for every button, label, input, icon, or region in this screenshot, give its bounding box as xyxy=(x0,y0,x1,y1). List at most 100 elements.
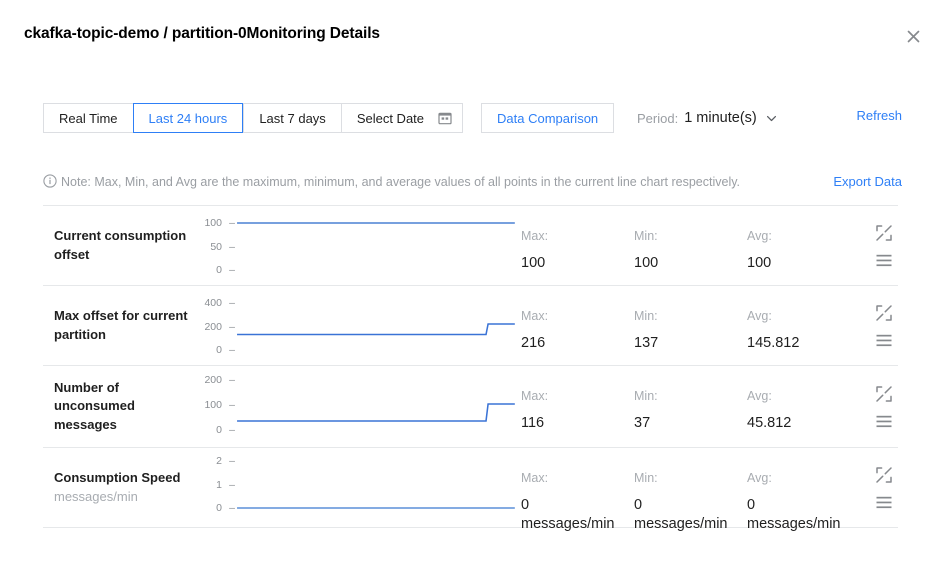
row-actions xyxy=(860,366,898,447)
tab-select-date[interactable]: Select Date xyxy=(340,103,464,133)
stat-avg-label: Avg: xyxy=(747,229,772,243)
stat-avg-number: 100 xyxy=(747,255,772,271)
stat-min-label: Min: xyxy=(634,389,658,403)
stat-avg-number: 45.812 xyxy=(747,415,792,431)
period-value[interactable]: 1 minute(s) xyxy=(684,110,757,126)
line-plot-svg xyxy=(237,323,515,336)
y-tick-label: 200 xyxy=(204,321,222,333)
period-selector[interactable]: Period: 1 minute(s) xyxy=(637,103,778,133)
export-data-button[interactable]: Export Data xyxy=(833,174,902,189)
stat-min-unit: messages/min xyxy=(634,516,728,532)
y-tick-label: 400 xyxy=(204,297,222,309)
stat-min-label: Min: xyxy=(634,471,658,485)
stat-avg: Avg: 45.812 xyxy=(747,366,860,447)
metric-row: Max offset for current partition 400– 20… xyxy=(43,286,898,366)
line-plot[interactable] xyxy=(235,286,521,365)
stat-max-number: 0 xyxy=(521,497,530,513)
metric-chart: 400– 200– 0– xyxy=(191,286,521,365)
stat-avg-label: Avg: xyxy=(747,471,772,485)
y-tick: 0– xyxy=(216,502,235,514)
stat-avg: Avg: 145.812 xyxy=(747,286,860,365)
y-tick: 100– xyxy=(204,217,235,229)
y-axis: 200– 100– 0– xyxy=(191,366,235,447)
stat-min-number: 137 xyxy=(634,335,659,351)
metric-chart: 100– 50– 0– xyxy=(191,206,521,285)
stat-min: Min: 0 messages/min xyxy=(634,448,747,532)
y-tick-label: 0 xyxy=(216,424,222,436)
line-plot[interactable] xyxy=(235,366,521,447)
metric-row: Current consumption offset 100– 50– 0– M… xyxy=(43,206,898,286)
tab-real-time[interactable]: Real Time xyxy=(43,103,133,133)
info-circle-icon xyxy=(43,174,57,188)
data-comparison-button[interactable]: Data Comparison xyxy=(481,103,615,133)
stat-max-value: 0 messages/min xyxy=(521,496,634,534)
tab-last-24-hours[interactable]: Last 24 hours xyxy=(132,103,244,133)
stat-min-value: 137 xyxy=(634,334,747,353)
line-plot-svg xyxy=(237,403,515,422)
stat-max: Max: 100 xyxy=(521,206,634,285)
metric-chart: 2– 1– 0– xyxy=(191,448,521,527)
stat-avg: Avg: 0 messages/min xyxy=(747,448,860,532)
menu-icon[interactable] xyxy=(876,334,892,347)
y-tick-label: 100 xyxy=(204,217,222,229)
stat-min: Min: 100 xyxy=(634,206,747,285)
line-plot[interactable] xyxy=(235,448,521,527)
note-row: Note: Max, Min, and Avg are the maximum,… xyxy=(0,173,941,193)
stat-avg: Avg: 100 xyxy=(747,206,860,285)
refresh-button[interactable]: Refresh xyxy=(856,108,902,123)
expand-icon[interactable] xyxy=(876,466,892,483)
menu-icon[interactable] xyxy=(876,496,892,509)
time-range-button-group: Real Time Last 24 hours Last 7 days Sele… xyxy=(43,103,464,133)
dialog-header: ckafka-topic-demo / partition-0Monitorin… xyxy=(0,0,941,70)
y-tick: 100– xyxy=(204,399,235,411)
y-tick-label: 200 xyxy=(204,374,222,386)
stat-min-number: 0 xyxy=(634,497,643,513)
tab-last-24-hours-label: Last 24 hours xyxy=(148,110,228,126)
toolbar: Real Time Last 24 hours Last 7 days Sele… xyxy=(0,103,941,145)
row-actions xyxy=(860,286,898,365)
line-plot-svg xyxy=(237,222,515,224)
stat-min-label: Min: xyxy=(634,309,658,323)
stat-avg-value: 45.812 xyxy=(747,414,860,433)
chevron-down-icon[interactable] xyxy=(765,112,778,125)
stat-max-value: 116 xyxy=(521,414,634,433)
y-axis: 2– 1– 0– xyxy=(191,448,235,527)
metric-name: Max offset for current partition xyxy=(43,286,191,365)
y-tick: 0– xyxy=(216,344,235,356)
expand-icon[interactable] xyxy=(876,304,892,321)
menu-icon[interactable] xyxy=(876,415,892,428)
metric-chart: 200– 100– 0– xyxy=(191,366,521,447)
stat-min-label: Min: xyxy=(634,229,658,243)
metric-name: Consumption Speed messages/min xyxy=(43,448,191,527)
stat-max-value: 100 xyxy=(521,254,634,273)
y-axis: 100– 50– 0– xyxy=(191,206,235,285)
tab-last-7-days[interactable]: Last 7 days xyxy=(243,103,341,133)
stat-avg-label: Avg: xyxy=(747,389,772,403)
stat-max-label: Max: xyxy=(521,229,549,243)
expand-icon[interactable] xyxy=(876,385,892,402)
stat-min: Min: 37 xyxy=(634,366,747,447)
stat-min-value: 0 messages/min xyxy=(634,496,747,534)
y-tick-label: 0 xyxy=(216,502,222,514)
stat-max-label: Max: xyxy=(521,309,549,323)
stat-max-label: Max: xyxy=(521,471,549,485)
y-tick: 400– xyxy=(204,297,235,309)
stat-min-value: 100 xyxy=(634,254,747,273)
close-button[interactable] xyxy=(901,24,925,48)
y-tick-label: 50 xyxy=(210,241,222,253)
stat-avg-value: 100 xyxy=(747,254,860,273)
expand-icon[interactable] xyxy=(876,224,892,241)
metric-row: Consumption Speed messages/min 2– 1– 0– … xyxy=(43,448,898,532)
y-tick-label: 1 xyxy=(216,479,222,491)
row-actions xyxy=(860,448,898,527)
line-plot[interactable] xyxy=(235,206,521,285)
stat-avg-value: 0 messages/min xyxy=(747,496,860,534)
tab-last-7-days-label: Last 7 days xyxy=(259,110,326,126)
menu-icon[interactable] xyxy=(876,254,892,267)
stat-min-number: 37 xyxy=(634,415,651,431)
data-comparison-label: Data Comparison xyxy=(497,110,599,126)
stat-max: Max: 216 xyxy=(521,286,634,365)
y-tick: 0– xyxy=(216,424,235,436)
metric-title: Number of unconsumed messages xyxy=(54,379,135,432)
